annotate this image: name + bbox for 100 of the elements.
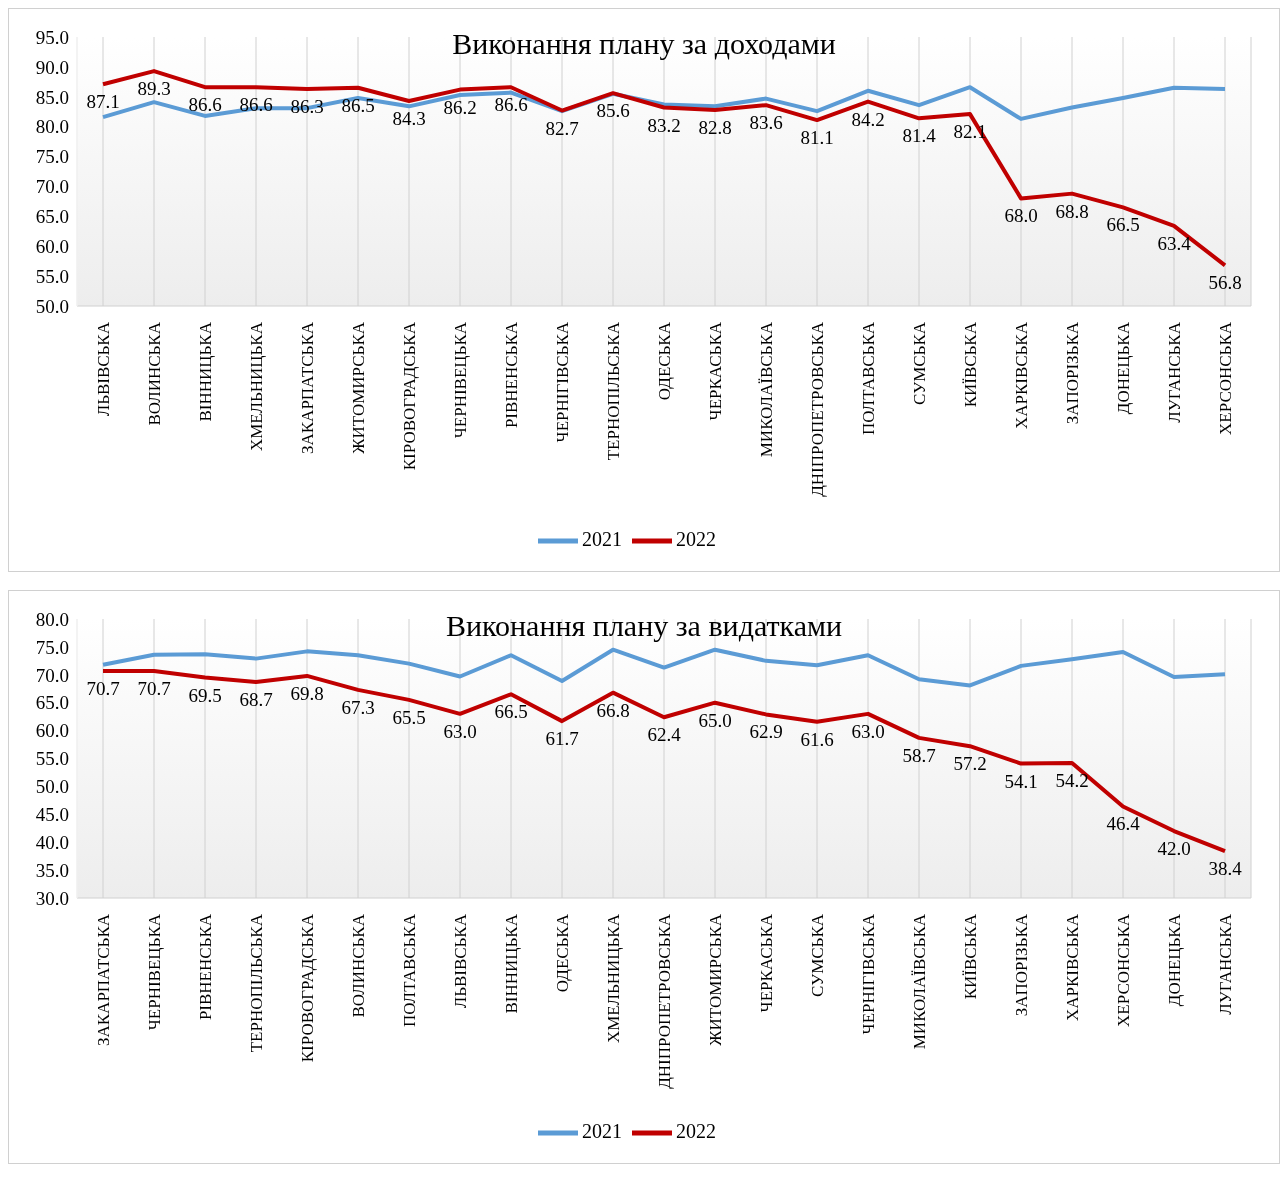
y-tick-label: 70.0 bbox=[35, 664, 69, 686]
data-label: 65.5 bbox=[392, 706, 426, 728]
x-tick-label: ХАРКІВСЬКА bbox=[1011, 321, 1031, 430]
x-tick-label: ЛУГАНСЬКА bbox=[1215, 913, 1235, 1015]
x-tick-label: ХМЕЛЬНИЦЬКА bbox=[246, 321, 266, 452]
y-tick-label: 80.0 bbox=[35, 608, 69, 630]
y-tick-label: 65.0 bbox=[35, 206, 69, 228]
x-tick-label: ЖИТОМИРСЬКА bbox=[705, 913, 725, 1046]
data-label: 85.6 bbox=[596, 100, 630, 122]
x-tick-label: ХМЕЛЬНИЦЬКА bbox=[603, 913, 623, 1044]
data-label: 82.7 bbox=[545, 117, 579, 139]
x-tick-label: ЧЕРНІВЕЦЬКА bbox=[144, 913, 164, 1031]
x-tick-label: ТЕРНОПІЛЬСЬКА bbox=[603, 321, 623, 461]
y-tick-label: 85.0 bbox=[35, 86, 69, 108]
y-tick-label: 65.0 bbox=[35, 692, 69, 714]
y-tick-label: 70.0 bbox=[35, 176, 69, 198]
data-label: 38.4 bbox=[1208, 858, 1243, 880]
data-label: 87.1 bbox=[86, 91, 120, 113]
data-label: 61.6 bbox=[800, 728, 834, 750]
data-label: 66.5 bbox=[494, 701, 528, 723]
data-label: 84.2 bbox=[851, 108, 885, 130]
data-label: 83.2 bbox=[647, 114, 681, 136]
data-label: 63.0 bbox=[443, 720, 477, 742]
x-tick-label: КІРОВОГРАДСЬКА bbox=[399, 321, 419, 471]
legend-label: 2022 bbox=[676, 1119, 716, 1142]
x-tick-label: ХЕРСОНСЬКА bbox=[1215, 321, 1235, 435]
x-tick-label: ЖИТОМИРСЬКА bbox=[348, 321, 368, 454]
data-label: 81.1 bbox=[800, 127, 834, 149]
data-label: 54.1 bbox=[1004, 770, 1038, 792]
data-label: 81.4 bbox=[902, 125, 937, 147]
y-tick-label: 45.0 bbox=[35, 804, 69, 826]
y-tick-label: 95.0 bbox=[35, 26, 69, 48]
x-tick-label: РІВНЕНСЬКА bbox=[195, 913, 215, 1021]
y-tick-label: 90.0 bbox=[35, 56, 69, 78]
data-label: 68.7 bbox=[239, 689, 273, 711]
x-tick-label: ЧЕРКАСЬКА bbox=[756, 913, 776, 1013]
data-label: 86.5 bbox=[341, 94, 375, 116]
y-tick-label: 75.0 bbox=[35, 636, 69, 658]
chart-title: Виконання плану за видатками bbox=[445, 609, 843, 642]
x-tick-label: ЧЕРКАСЬКА bbox=[705, 321, 725, 421]
x-tick-label: ВОЛИНСЬКА bbox=[348, 913, 368, 1018]
x-tick-label: ЛЬВІВСЬКА bbox=[450, 913, 470, 1009]
data-label: 84.3 bbox=[392, 107, 426, 129]
x-tick-label: МИКОЛАЇВСЬКА bbox=[909, 913, 929, 1050]
data-label: 63.0 bbox=[851, 720, 885, 742]
y-tick-label: 60.0 bbox=[35, 235, 69, 257]
x-tick-label: ВІННИЦЬКА bbox=[501, 913, 521, 1014]
y-tick-label: 80.0 bbox=[35, 116, 69, 138]
data-label: 70.7 bbox=[86, 677, 120, 699]
data-label: 65.0 bbox=[698, 709, 732, 731]
data-label: 66.5 bbox=[1106, 214, 1140, 236]
y-tick-label: 40.0 bbox=[35, 831, 69, 853]
x-tick-label: ЛЬВІВСЬКА bbox=[93, 321, 113, 417]
data-label: 68.0 bbox=[1004, 205, 1038, 227]
data-label: 83.6 bbox=[749, 112, 783, 134]
x-tick-label: МИКОЛАЇВСЬКА bbox=[756, 321, 776, 458]
legend-label: 2021 bbox=[582, 1119, 622, 1142]
y-tick-label: 30.0 bbox=[35, 887, 69, 909]
data-label: 58.7 bbox=[902, 744, 936, 766]
x-tick-label: ДОНЕЦЬКА bbox=[1113, 321, 1133, 415]
x-tick-label: ПОЛТАВСЬКА bbox=[858, 321, 878, 436]
y-tick-label: 50.0 bbox=[35, 295, 69, 317]
y-tick-label: 35.0 bbox=[35, 859, 69, 881]
data-label: 69.5 bbox=[188, 684, 222, 706]
y-tick-label: 55.0 bbox=[35, 265, 69, 287]
x-tick-label: ЗАКАРПАТСЬКА bbox=[297, 321, 317, 455]
y-tick-label: 55.0 bbox=[35, 748, 69, 770]
x-tick-label: ДНІПРОПЕТРОВСЬКА bbox=[807, 321, 827, 497]
x-tick-label: ЛУГАНСЬКА bbox=[1164, 321, 1184, 423]
x-tick-label: СУМСЬКА bbox=[909, 321, 929, 405]
x-tick-label: ЗАПОРІЗЬКА bbox=[1062, 321, 1082, 425]
x-tick-label: КІРОВОГРАДСЬКА bbox=[297, 913, 317, 1063]
data-label: 86.2 bbox=[443, 96, 477, 118]
x-tick-label: ЗАКАРПАТСЬКА bbox=[93, 913, 113, 1047]
data-label: 67.3 bbox=[341, 696, 375, 718]
data-label: 56.8 bbox=[1208, 272, 1242, 294]
x-tick-label: ВОЛИНСЬКА bbox=[144, 321, 164, 426]
x-tick-label: ДНІПРОПЕТРОВСЬКА bbox=[654, 913, 674, 1089]
data-label: 61.7 bbox=[545, 728, 579, 750]
data-label: 46.4 bbox=[1106, 813, 1141, 835]
x-tick-label: ЗАПОРІЗЬКА bbox=[1011, 913, 1031, 1017]
data-label: 69.8 bbox=[290, 682, 324, 704]
data-label: 62.4 bbox=[647, 724, 682, 746]
y-tick-label: 60.0 bbox=[35, 720, 69, 742]
x-tick-label: ПОЛТАВСЬКА bbox=[399, 913, 419, 1028]
x-tick-label: ЧЕРНІВЕЦЬКА bbox=[450, 321, 470, 439]
x-tick-label: ВІННИЦЬКА bbox=[195, 321, 215, 422]
x-tick-label: ЧЕРНІГІВСЬКА bbox=[552, 321, 572, 443]
x-tick-label: ХЕРСОНСЬКА bbox=[1113, 913, 1133, 1027]
x-tick-label: ДОНЕЦЬКА bbox=[1164, 913, 1184, 1007]
data-label: 89.3 bbox=[137, 78, 171, 100]
data-label: 62.9 bbox=[749, 721, 783, 743]
x-tick-label: ЧЕРНІГІВСЬКА bbox=[858, 913, 878, 1035]
data-label: 54.2 bbox=[1055, 769, 1089, 791]
y-tick-label: 50.0 bbox=[35, 776, 69, 798]
chart-title: Виконання плану за доходами bbox=[452, 27, 836, 60]
x-tick-label: СУМСЬКА bbox=[807, 913, 827, 997]
data-label: 68.8 bbox=[1055, 200, 1089, 222]
x-tick-label: РІВНЕНСЬКА bbox=[501, 321, 521, 429]
data-label: 63.4 bbox=[1157, 232, 1192, 254]
